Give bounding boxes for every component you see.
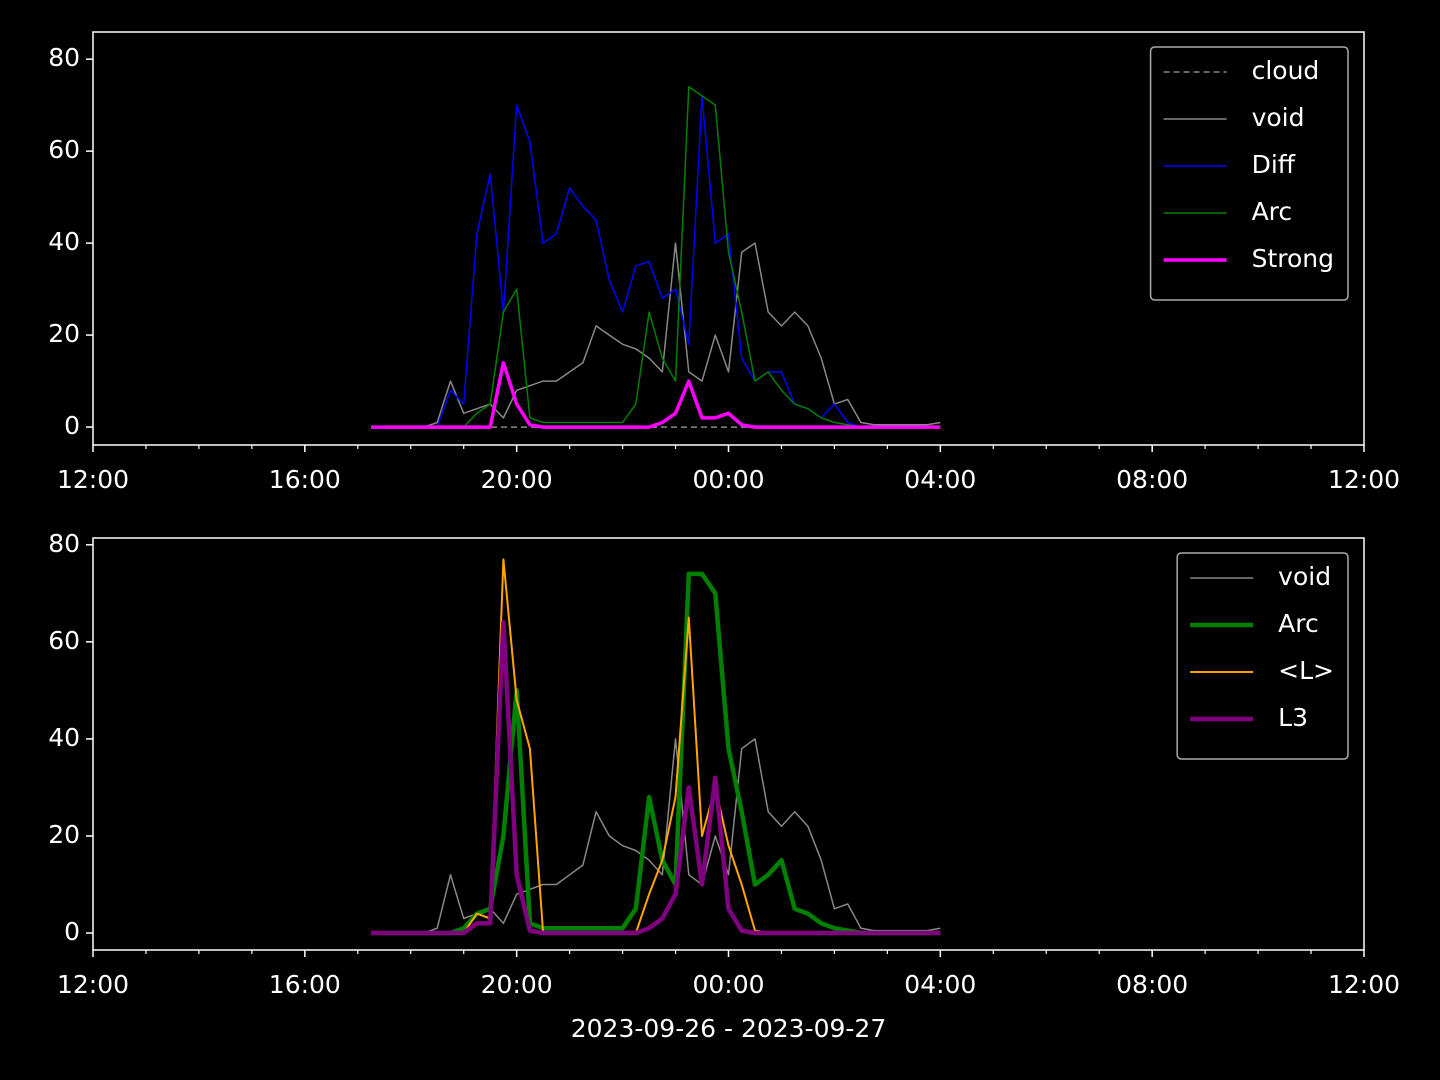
legend-label: Arc xyxy=(1252,197,1293,226)
subplot: 0 20 40 60 80 12:00 16:00 20:00 00:00 04:00 08:00 1… xyxy=(48,31,1400,494)
x-tick-label: 00:00 xyxy=(692,970,764,999)
x-tick-label: 16:00 xyxy=(269,465,341,494)
y-tick-label: 40 xyxy=(48,723,80,752)
legend-label: Diff xyxy=(1252,150,1296,179)
series-line xyxy=(371,558,941,934)
legend-label: L3 xyxy=(1278,703,1308,732)
legend-box xyxy=(1149,46,1349,301)
x-tick-label: 08:00 xyxy=(1116,970,1188,999)
series-line xyxy=(371,95,941,428)
y-tick-label: 60 xyxy=(48,135,80,164)
legend-label: Arc xyxy=(1278,609,1319,638)
y-tick-label: 0 xyxy=(64,411,80,440)
x-tick-label: 04:00 xyxy=(904,970,976,999)
x-tick-label: 04:00 xyxy=(904,465,976,494)
x-tick-label: 12:00 xyxy=(1328,465,1400,494)
legend-box xyxy=(1176,552,1349,760)
legend-label: void xyxy=(1252,103,1305,132)
y-tick-label: 20 xyxy=(48,820,80,849)
series-line xyxy=(371,242,941,428)
series-line xyxy=(371,85,941,428)
series-line xyxy=(371,360,941,429)
x-tick-label: 08:00 xyxy=(1116,465,1188,494)
axes-frame xyxy=(92,31,1365,446)
y-tick-label: 80 xyxy=(48,43,80,72)
x-tick-label: 20:00 xyxy=(481,465,553,494)
x-tick-label: 12:00 xyxy=(1328,970,1400,999)
legend-label: cloud xyxy=(1252,56,1320,85)
y-tick-label: 0 xyxy=(64,917,80,946)
x-tick-label: 00:00 xyxy=(692,465,764,494)
series-line xyxy=(371,571,941,936)
legend: void Arc <L> L3 xyxy=(1176,552,1349,760)
x-tick-label: 20:00 xyxy=(481,970,553,999)
legend: cloud void Diff Arc Strong xyxy=(1149,46,1349,301)
x-tick-label: 16:00 xyxy=(269,970,341,999)
legend-label: <L> xyxy=(1278,656,1334,685)
legend-label: Strong xyxy=(1252,244,1334,273)
y-tick-label: 60 xyxy=(48,626,80,655)
legend-label: void xyxy=(1278,562,1331,591)
subplot: 0 20 40 60 80 12:00 16:00 20:00 00:00 04:00 08:00 1… xyxy=(48,529,1400,1043)
series-line xyxy=(371,738,941,934)
y-tick-label: 40 xyxy=(48,227,80,256)
x-tick-label: 12:00 xyxy=(57,970,129,999)
axes-frame xyxy=(92,537,1365,951)
x-tick-label: 12:00 xyxy=(57,465,129,494)
x-axis-label: 2023-09-26 - 2023-09-27 xyxy=(571,1014,887,1043)
series-line xyxy=(371,620,941,936)
y-tick-label: 80 xyxy=(48,529,80,558)
y-tick-label: 20 xyxy=(48,319,80,348)
